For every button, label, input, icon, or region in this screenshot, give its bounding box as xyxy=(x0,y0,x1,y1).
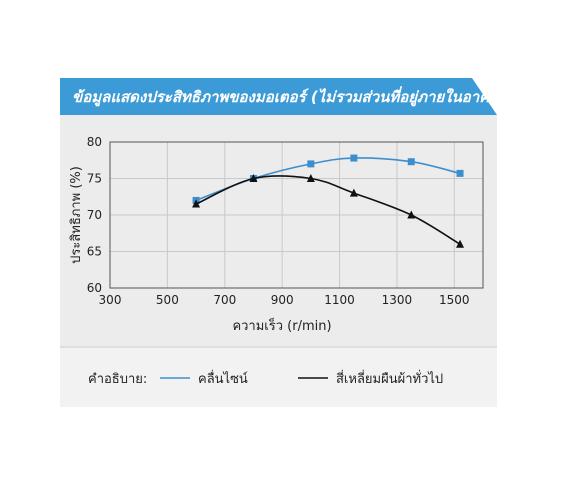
data-point-rectangle xyxy=(407,210,416,219)
data-point-rectangle xyxy=(306,174,315,182)
y-tick-label: 60 xyxy=(87,281,102,295)
y-axis-label: ประสิทธิภาพ (%) xyxy=(69,166,84,264)
y-tick-label: 65 xyxy=(87,245,102,259)
y-tick-label: 80 xyxy=(87,135,102,149)
x-axis-ticks: 300 500 700 900 1100 1300 1500 xyxy=(99,293,470,307)
data-point-sine xyxy=(407,158,415,166)
y-tick-label: 70 xyxy=(87,208,102,222)
chart-title: ข้อมูลแสดงประสิทธิภาพของมอเตอร์ (ไม่รวมส… xyxy=(72,86,513,107)
data-point-rectangle xyxy=(456,239,465,248)
title-banner-shape xyxy=(60,78,497,115)
legend-label-rectangle: สี่เหลี่ยมผืนผ้าทั่วไป xyxy=(336,370,443,387)
y-tick-label: 75 xyxy=(87,172,102,186)
x-tick-label: 500 xyxy=(156,293,179,307)
series-group xyxy=(192,154,465,248)
x-tick-label: 700 xyxy=(213,293,236,307)
plot-panel-background xyxy=(60,115,497,347)
data-point-rectangle xyxy=(249,174,258,182)
y-axis-ticks: 60 65 70 75 80 xyxy=(87,135,102,295)
grid-lines xyxy=(110,142,483,288)
data-point-sine xyxy=(307,160,315,168)
legend-label-sine: คลื่นไซน์ xyxy=(198,370,248,387)
series-line-rectangle xyxy=(195,175,461,245)
data-point-rectangle xyxy=(349,188,358,197)
x-tick-label: 900 xyxy=(271,293,294,307)
legend-panel-background xyxy=(60,347,497,407)
data-point-sine xyxy=(350,154,358,162)
x-tick-label: 300 xyxy=(99,293,122,307)
data-point-sine xyxy=(456,169,464,177)
data-point-rectangle xyxy=(192,199,201,208)
x-tick-label: 1300 xyxy=(382,293,413,307)
x-axis-label: ความเร็ว (r/min) xyxy=(232,316,331,334)
x-tick-label: 1500 xyxy=(439,293,470,307)
legend-title: คำอธิบาย: xyxy=(88,372,147,387)
plot-frame xyxy=(109,141,484,289)
x-tick-label: 1100 xyxy=(324,293,355,307)
